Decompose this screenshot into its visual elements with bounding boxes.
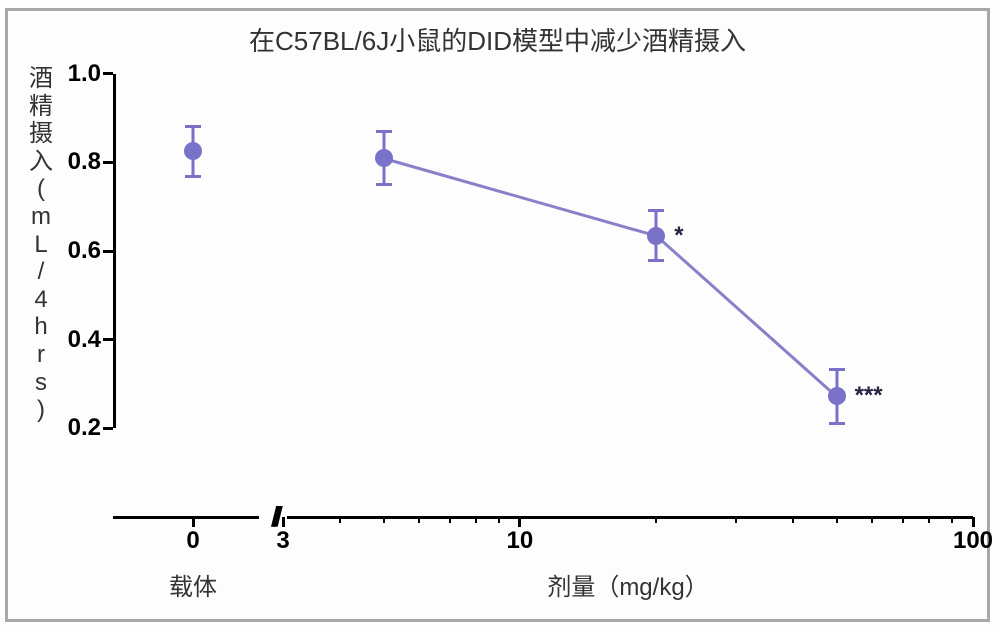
error-cap — [376, 130, 392, 133]
x-tick-label: 10 — [507, 517, 534, 555]
y-axis-title-char: ( — [26, 175, 56, 203]
y-tick-label: 0.2 — [68, 414, 113, 442]
significance-label: * — [674, 222, 683, 250]
x-minor-tick — [792, 517, 794, 523]
y-axis-title-char: r — [26, 341, 56, 369]
y-tick-label: 0.6 — [68, 237, 113, 265]
y-axis-title-char: m — [26, 203, 56, 231]
y-axis-title-char: L — [26, 231, 56, 259]
x-minor-tick — [902, 517, 904, 523]
y-axis-title-char: / — [26, 258, 56, 286]
x-minor-tick — [928, 517, 930, 523]
data-point — [828, 387, 846, 405]
y-axis-title-char: 酒 — [26, 65, 56, 93]
y-axis-title-char: s — [26, 369, 56, 397]
x-minor-tick — [449, 517, 451, 523]
x-tick-label: 100 — [953, 517, 993, 555]
x-minor-tick — [383, 517, 385, 523]
significance-label: *** — [855, 382, 883, 410]
x-axis-right — [287, 516, 973, 519]
axis-break-icon: // — [271, 501, 276, 533]
plot-area: 0.20.40.60.81.0//0310100**** — [113, 65, 973, 517]
x-minor-tick — [735, 517, 737, 523]
chart-frame: 在C57BL/6J小鼠的DID模型中减少酒精摄入 酒精摄入(mL/4hrs) 剂… — [5, 8, 990, 622]
x-minor-tick — [871, 517, 873, 523]
error-cap — [648, 259, 664, 262]
series-line — [655, 234, 837, 397]
x-minor-tick — [339, 517, 341, 523]
x-secondary-label: 载体 — [169, 567, 217, 602]
data-point — [184, 142, 202, 160]
y-tick-label: 0.4 — [68, 326, 113, 354]
x-minor-tick — [951, 517, 953, 523]
chart-title: 在C57BL/6J小鼠的DID模型中减少酒精摄入 — [249, 21, 746, 58]
x-tick-label: 3 — [276, 517, 289, 555]
y-axis-title-char: 入 — [26, 148, 56, 176]
data-point — [375, 149, 393, 167]
y-tick-label: 0.8 — [68, 148, 113, 176]
x-minor-tick — [475, 517, 477, 523]
y-axis-title-char: 4 — [26, 286, 56, 314]
y-axis — [113, 74, 116, 429]
x-tick-label: 0 — [186, 517, 199, 555]
y-axis-title-char: 精 — [26, 93, 56, 121]
y-axis-title-char: 摄 — [26, 120, 56, 148]
error-cap — [648, 209, 664, 212]
y-axis-title-char: h — [26, 313, 56, 341]
data-point — [647, 227, 665, 245]
error-cap — [185, 175, 201, 178]
x-minor-tick — [498, 517, 500, 523]
x-axis-title: 剂量（mg/kg） — [547, 567, 708, 602]
error-cap — [829, 368, 845, 371]
y-axis-title: 酒精摄入(mL/4hrs) — [26, 65, 56, 424]
y-axis-title-char: ) — [26, 396, 56, 424]
x-minor-tick — [655, 517, 657, 523]
x-minor-tick — [418, 517, 420, 523]
x-minor-tick — [836, 517, 838, 523]
error-cap — [829, 422, 845, 425]
y-tick-label: 1.0 — [68, 60, 113, 88]
error-cap — [376, 183, 392, 186]
series-line — [383, 157, 657, 237]
error-cap — [185, 125, 201, 128]
